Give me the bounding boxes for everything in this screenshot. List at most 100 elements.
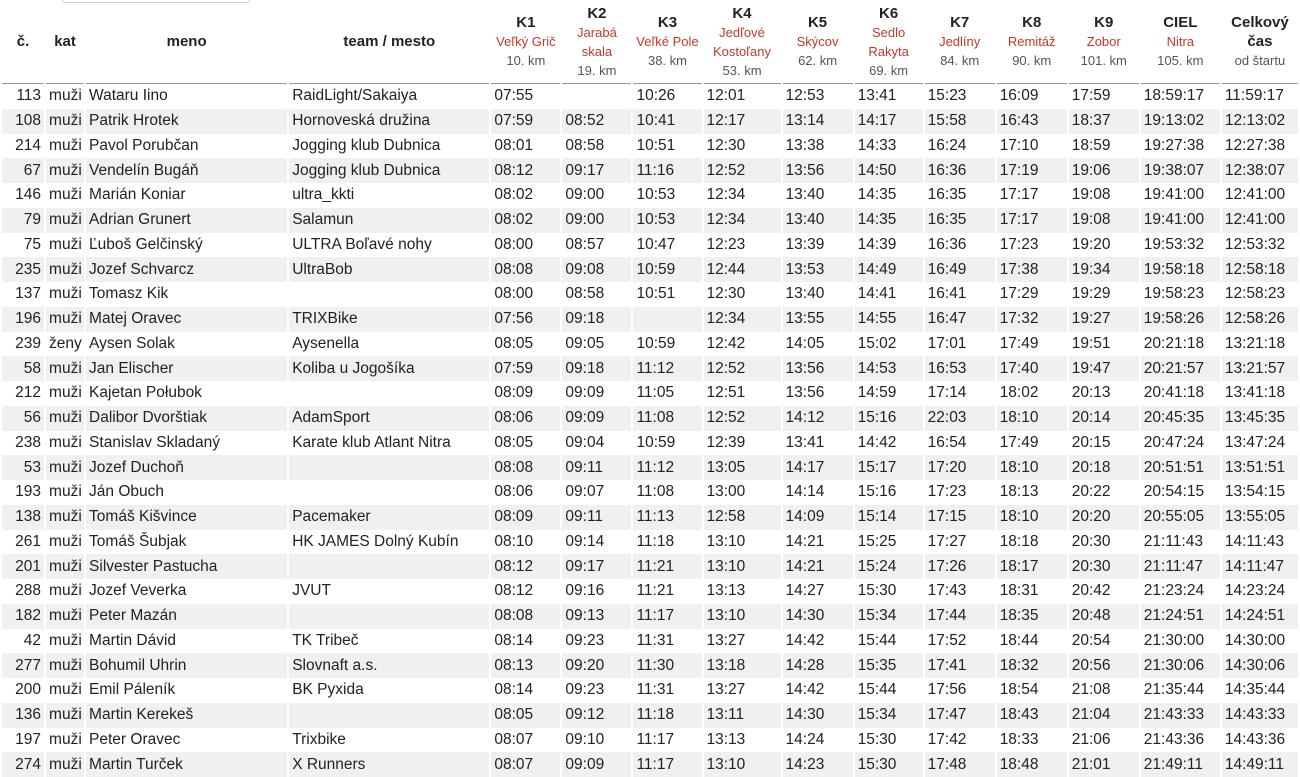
cell: 12:34 bbox=[703, 306, 781, 332]
cell: 13:40 bbox=[785, 285, 825, 303]
cell: Bohumil Uhrin bbox=[86, 653, 288, 678]
cell: Peter Oravec bbox=[89, 730, 181, 748]
cell: muži bbox=[46, 158, 85, 183]
cell: Pavol Porubčan bbox=[89, 136, 199, 154]
cell: 14:12 bbox=[782, 405, 853, 431]
cell: muži bbox=[49, 87, 82, 105]
cell: 21:35:44 bbox=[1143, 681, 1205, 699]
search-box[interactable] bbox=[62, 0, 250, 3]
result-row: 182 muži Peter Mazán 08:08 09:13 11:17 13:10 14… bbox=[2, 603, 1298, 629]
cell: 08:07 bbox=[494, 730, 534, 748]
cell: 17:48 bbox=[924, 752, 995, 777]
cell: 11:18 bbox=[633, 702, 702, 728]
checkpoint-place: Jedľové Kostoľany bbox=[713, 24, 772, 59]
cell: 08:14 bbox=[494, 681, 534, 699]
cell: 238 bbox=[15, 433, 42, 451]
cell: Stanislav Skladaný bbox=[89, 433, 221, 451]
cell: Vendelín Bugáň bbox=[86, 158, 288, 183]
result-row: 288 muži Jozef Veverka JVUT 08:12 09:16 11:21 1… bbox=[2, 579, 1298, 604]
cell: 14:30 bbox=[782, 603, 853, 629]
cell: 08:08 bbox=[491, 257, 561, 282]
cell: muži bbox=[49, 582, 82, 600]
cell: 14:30:06 bbox=[1221, 653, 1298, 678]
checkpoint-km: 84. km bbox=[940, 53, 980, 68]
column-code: K6 bbox=[879, 4, 899, 22]
cell: Ján Obuch bbox=[89, 483, 165, 501]
result-row: 138 muži Tomáš Kišvince Pacemaker 08:09 09:11… bbox=[2, 504, 1298, 530]
cell: 56 bbox=[2, 405, 45, 431]
cell: 11:12 bbox=[633, 356, 702, 381]
cell: 13:10 bbox=[706, 532, 746, 550]
cell: 09:04 bbox=[565, 433, 605, 451]
cell: 14:24 bbox=[785, 730, 825, 748]
cell: 197 bbox=[15, 730, 42, 748]
cell: 19:13:02 bbox=[1140, 108, 1220, 134]
cell: 09:18 bbox=[562, 356, 632, 381]
cell: 20:13 bbox=[1071, 384, 1111, 402]
cell: 20:54:15 bbox=[1143, 483, 1205, 501]
cell: 17:20 bbox=[924, 455, 995, 480]
cell: 08:06 bbox=[491, 405, 561, 431]
cell: 15:02 bbox=[857, 334, 897, 352]
cell: 14:49 bbox=[854, 257, 923, 282]
cell: 10:53 bbox=[633, 207, 702, 233]
cell: 16:47 bbox=[924, 306, 995, 332]
cell: 09:23 bbox=[565, 631, 605, 649]
cell: 21:24:51 bbox=[1140, 603, 1220, 629]
cell: Salamun bbox=[289, 207, 490, 233]
cell: RaidLight/Sakaiya bbox=[292, 87, 418, 105]
cell: 08:12 bbox=[491, 158, 561, 183]
empty-cell bbox=[289, 702, 490, 728]
cell: 11:31 bbox=[636, 681, 675, 699]
cell: muži bbox=[46, 257, 85, 282]
cell: 20:41:18 bbox=[1143, 384, 1205, 402]
cell: 08:09 bbox=[491, 504, 561, 530]
cell: JVUT bbox=[292, 582, 331, 600]
cell: 136 bbox=[2, 702, 45, 728]
cell: 20:54 bbox=[1071, 631, 1111, 649]
cell: 19:27:38 bbox=[1143, 136, 1205, 154]
result-row: 277 muži Bohumil Uhrin Slovnaft a.s. 08:13 09… bbox=[2, 653, 1298, 678]
empty-cell bbox=[289, 554, 490, 579]
cell: 13:39 bbox=[785, 235, 825, 253]
empty-cell bbox=[289, 603, 490, 629]
cell: 18:31 bbox=[999, 582, 1039, 600]
cell: 20:22 bbox=[1071, 483, 1111, 501]
cell: 20:21:18 bbox=[1143, 334, 1205, 352]
cell: 14:50 bbox=[854, 158, 923, 183]
cell: 08:00 bbox=[494, 235, 534, 253]
column-header: K8 Remitáž 90. km bbox=[996, 0, 1067, 84]
cell: 15:16 bbox=[857, 483, 897, 501]
cell: muži bbox=[49, 384, 82, 402]
cell: 08:52 bbox=[562, 108, 632, 134]
cell: 19:38:07 bbox=[1140, 158, 1220, 183]
cell: 53 bbox=[2, 455, 45, 480]
result-row: 239 ženy Aysen Solak Aysenella 08:05 09:05 10:… bbox=[2, 332, 1298, 357]
cell: Hornoveská družina bbox=[289, 108, 490, 134]
cell: 17:23 bbox=[999, 235, 1039, 253]
cell: Aysen Solak bbox=[89, 334, 175, 352]
result-row: 58 muži Jan Elischer Koliba u Jogošíka 07:59… bbox=[2, 356, 1298, 381]
column-header: CIEL Nitra 105. km bbox=[1140, 0, 1220, 84]
cell: Aysenella bbox=[292, 334, 360, 352]
cell: 11:31 bbox=[636, 631, 675, 649]
cell: 20:45:35 bbox=[1140, 405, 1220, 431]
cell: 67 bbox=[2, 158, 45, 183]
cell: 14:55 bbox=[854, 306, 923, 332]
cell: 16:41 bbox=[927, 285, 967, 303]
cell: 17:44 bbox=[924, 603, 995, 629]
cell: 18:54 bbox=[999, 681, 1039, 699]
cell: 11:08 bbox=[633, 405, 702, 431]
cell: Martin Dávid bbox=[89, 631, 177, 649]
cell: 20:15 bbox=[1071, 433, 1111, 451]
cell: 14:39 bbox=[857, 235, 897, 253]
cell: Adrian Grunert bbox=[86, 207, 288, 233]
cell: 12:41:00 bbox=[1224, 186, 1286, 204]
cell: 08:06 bbox=[494, 483, 534, 501]
cell: 14:17 bbox=[854, 108, 923, 134]
cell: 13:13 bbox=[706, 582, 746, 600]
cell: 12:23 bbox=[706, 235, 746, 253]
cell: muži bbox=[49, 235, 82, 253]
cell: 12:58:18 bbox=[1221, 257, 1298, 282]
cell: 09:00 bbox=[565, 186, 605, 204]
